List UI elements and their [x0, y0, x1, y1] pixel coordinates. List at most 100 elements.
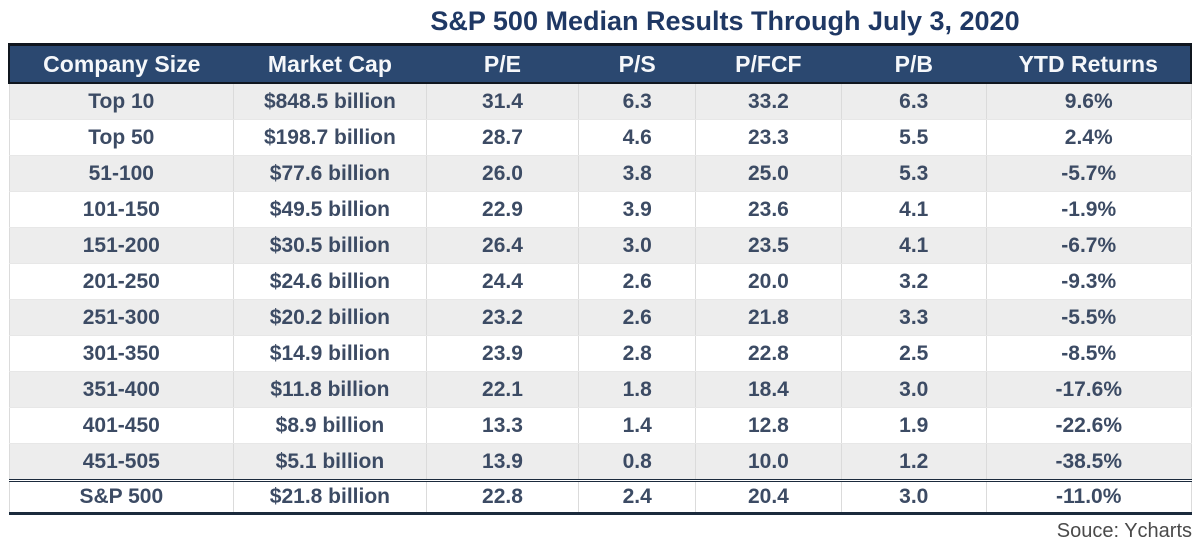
table-cell: -38.5% [985, 443, 1192, 481]
table-cell: -5.5% [985, 299, 1192, 336]
table-cell: 3.0 [578, 227, 697, 264]
table-cell: 13.3 [425, 407, 580, 444]
column-header: Market Cap [233, 43, 427, 84]
table-cell: 20.0 [695, 263, 842, 300]
table-footer: S&P 500 $21.8 billion 22.8 2.4 20.4 3.0 -11.0% [8, 479, 1192, 515]
table-cell: 24.4 [425, 263, 580, 300]
table-cell: 151-200 [8, 227, 235, 264]
table-cell: 10.0 [695, 443, 842, 481]
table-body: Top 10 $848.5 billion 31.4 6.3 33.2 6.3 9.6% To… [8, 83, 1192, 481]
column-header: P/B [841, 43, 987, 84]
table-cell: 1.9 [840, 407, 987, 444]
total-cell: 22.8 [425, 479, 580, 515]
total-cell: 3.0 [840, 479, 987, 515]
table-cell: 2.6 [578, 263, 697, 300]
table-cell: 13.9 [425, 443, 580, 481]
column-header: Company Size [8, 43, 234, 84]
table-cell: 301-350 [8, 335, 235, 372]
table-cell: 22.8 [695, 335, 842, 372]
table-cell: 21.8 [695, 299, 842, 336]
header-row: Company Size Market Cap P/E P/S P/FCF P/B YTD … [8, 43, 1192, 84]
total-cell: -11.0% [985, 479, 1192, 515]
table-cell: 5.3 [840, 155, 987, 192]
table-cell: 3.9 [578, 191, 697, 228]
table-cell: 51-100 [8, 155, 235, 192]
table-cell: 2.5 [840, 335, 987, 372]
table-cell: Top 50 [8, 119, 235, 156]
table-cell: 451-505 [8, 443, 235, 481]
table-cell: 18.4 [695, 371, 842, 408]
table-row: 51-100 $77.6 billion 26.0 3.8 25.0 5.3 -5.7% [8, 155, 1192, 192]
table-row: 101-150 $49.5 billion 22.9 3.9 23.6 4.1 -1.9% [8, 191, 1192, 228]
table-cell: 25.0 [695, 155, 842, 192]
table-row: 201-250 $24.6 billion 24.4 2.6 20.0 3.2 -9.3% [8, 263, 1192, 300]
table-cell: 6.3 [578, 83, 697, 120]
table-cell: 23.3 [695, 119, 842, 156]
column-header: P/FCF [695, 43, 842, 84]
total-cell: 20.4 [695, 479, 842, 515]
table-cell: $848.5 billion [233, 83, 427, 120]
total-cell: 2.4 [578, 479, 697, 515]
table-cell: 3.8 [578, 155, 697, 192]
table-cell: $8.9 billion [233, 407, 427, 444]
table-cell: 2.4% [985, 119, 1192, 156]
total-row: S&P 500 $21.8 billion 22.8 2.4 20.4 3.0 -11.0% [8, 479, 1192, 515]
table-cell: 23.5 [695, 227, 842, 264]
table-cell: 101-150 [8, 191, 235, 228]
table-cell: 6.3 [840, 83, 987, 120]
total-cell: $21.8 billion [233, 479, 427, 515]
table-cell: 0.8 [578, 443, 697, 481]
table-cell: 22.9 [425, 191, 580, 228]
table-cell: 351-400 [8, 371, 235, 408]
table-row: 301-350 $14.9 billion 23.9 2.8 22.8 2.5 -8.5% [8, 335, 1192, 372]
table-cell: $14.9 billion [233, 335, 427, 372]
table-cell: 9.6% [985, 83, 1192, 120]
table-cell: $24.6 billion [233, 263, 427, 300]
total-cell: S&P 500 [8, 479, 235, 515]
page-title: S&P 500 Median Results Through July 3, 2… [430, 6, 1020, 36]
table-cell: 201-250 [8, 263, 235, 300]
table-cell: 31.4 [425, 83, 580, 120]
table-cell: 2.8 [578, 335, 697, 372]
table-cell: 26.4 [425, 227, 580, 264]
table-cell: -5.7% [985, 155, 1192, 192]
table-cell: -8.5% [985, 335, 1192, 372]
table-cell: 401-450 [8, 407, 235, 444]
table-row: Top 10 $848.5 billion 31.4 6.3 33.2 6.3 9.6% [8, 83, 1192, 120]
table-cell: 23.9 [425, 335, 580, 372]
table-cell: $77.6 billion [233, 155, 427, 192]
table-cell: 26.0 [425, 155, 580, 192]
table-row: 151-200 $30.5 billion 26.4 3.0 23.5 4.1 -6.7% [8, 227, 1192, 264]
table-cell: 1.8 [578, 371, 697, 408]
table-cell: 2.6 [578, 299, 697, 336]
table-header: Company Size Market Cap P/E P/S P/FCF P/B YTD … [8, 43, 1192, 84]
table-cell: 28.7 [425, 119, 580, 156]
table-cell: $5.1 billion [233, 443, 427, 481]
table-cell: 3.3 [840, 299, 987, 336]
table-cell: 3.0 [840, 371, 987, 408]
table-cell: -6.7% [985, 227, 1192, 264]
table-cell: 23.2 [425, 299, 580, 336]
table-row: 401-450 $8.9 billion 13.3 1.4 12.8 1.9 -22.6% [8, 407, 1192, 444]
column-header: YTD Returns [986, 43, 1192, 84]
table-cell: 12.8 [695, 407, 842, 444]
table-cell: 1.4 [578, 407, 697, 444]
table-row: 251-300 $20.2 billion 23.2 2.6 21.8 3.3 -5.5% [8, 299, 1192, 336]
table-cell: 5.5 [840, 119, 987, 156]
table-cell: $20.2 billion [233, 299, 427, 336]
table-cell: 4.1 [840, 227, 987, 264]
column-header: P/E [426, 43, 579, 84]
table-cell: 251-300 [8, 299, 235, 336]
table-cell: $49.5 billion [233, 191, 427, 228]
table-cell: $30.5 billion [233, 227, 427, 264]
results-table: Company Size Market Cap P/E P/S P/FCF P/B YTD … [8, 43, 1192, 515]
table-cell: -22.6% [985, 407, 1192, 444]
table-row: 351-400 $11.8 billion 22.1 1.8 18.4 3.0 -17.6% [8, 371, 1192, 408]
table-row: 451-505 $5.1 billion 13.9 0.8 10.0 1.2 -38.5% [8, 443, 1192, 481]
table-cell: 33.2 [695, 83, 842, 120]
table-cell: 23.6 [695, 191, 842, 228]
table-cell: 4.6 [578, 119, 697, 156]
table-cell: -1.9% [985, 191, 1192, 228]
table-cell: -17.6% [985, 371, 1192, 408]
